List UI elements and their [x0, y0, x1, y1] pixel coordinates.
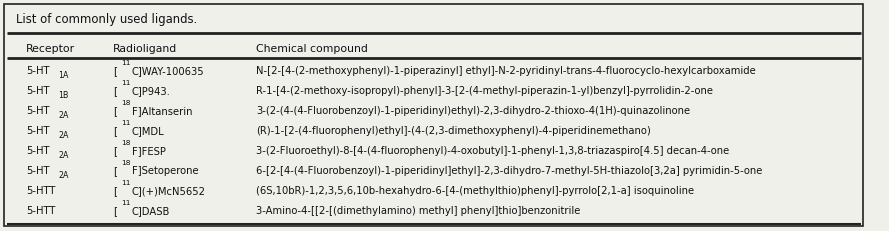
- Text: 11: 11: [121, 79, 130, 85]
- Text: Receptor: Receptor: [26, 44, 76, 54]
- Text: 2A: 2A: [58, 170, 68, 179]
- Text: 18: 18: [121, 139, 130, 145]
- Text: [: [: [113, 86, 116, 96]
- Text: C]WAY-100635: C]WAY-100635: [132, 66, 204, 76]
- Text: F]Altanserin: F]Altanserin: [132, 106, 193, 116]
- Text: 3-Amino-4-[[2-[(dimethylamino) methyl] phenyl]thio]benzonitrile: 3-Amino-4-[[2-[(dimethylamino) methyl] p…: [256, 205, 581, 215]
- Text: 5-HT: 5-HT: [26, 146, 50, 155]
- Text: F]Setoperone: F]Setoperone: [132, 165, 198, 175]
- Text: 6-[2-[4-(4-Fluorobenzoyl)-1-piperidinyl]ethyl]-2,3-dihydro-7-methyl-5H-thiazolo[: 6-[2-[4-(4-Fluorobenzoyl)-1-piperidinyl]…: [256, 165, 763, 175]
- Text: F]FESP: F]FESP: [132, 146, 166, 155]
- Text: 2A: 2A: [58, 131, 68, 140]
- Text: 11: 11: [121, 59, 130, 65]
- Text: 1B: 1B: [58, 91, 68, 100]
- Text: 2A: 2A: [58, 151, 68, 159]
- Text: 11: 11: [121, 179, 130, 185]
- Text: N-[2-[4-(2-methoxyphenyl)-1-piperazinyl] ethyl]-N-2-pyridinyl-trans-4-fluorocycl: N-[2-[4-(2-methoxyphenyl)-1-piperazinyl]…: [256, 66, 756, 76]
- Text: R-1-[4-(2-methoxy-isopropyl)-phenyl]-3-[2-(4-methyl-piperazin-1-yl)benzyl]-pyrro: R-1-[4-(2-methoxy-isopropyl)-phenyl]-3-[…: [256, 86, 713, 96]
- Text: 18: 18: [121, 159, 130, 165]
- Text: 18: 18: [121, 99, 130, 105]
- Text: [: [: [113, 66, 116, 76]
- Text: Radioligand: Radioligand: [113, 44, 177, 54]
- Text: 5-HT: 5-HT: [26, 125, 50, 136]
- Text: 5-HTT: 5-HTT: [26, 205, 55, 215]
- Text: Chemical compound: Chemical compound: [256, 44, 368, 54]
- Text: (6S,10bR)-1,2,3,5,6,10b-hexahydro-6-[4-(methylthio)phenyl]-pyrrolo[2,1-a] isoqui: (6S,10bR)-1,2,3,5,6,10b-hexahydro-6-[4-(…: [256, 185, 694, 195]
- Text: 5-HTT: 5-HTT: [26, 185, 55, 195]
- Text: [: [: [113, 125, 116, 136]
- Text: [: [: [113, 106, 116, 116]
- Text: [: [: [113, 165, 116, 175]
- Text: [: [: [113, 185, 116, 195]
- Text: [: [: [113, 146, 116, 155]
- Text: [: [: [113, 205, 116, 215]
- Text: (R)-1-[2-(4-fluorophenyl)ethyl]-(4-(2,3-dimethoxyphenyl)-4-piperidinemethano): (R)-1-[2-(4-fluorophenyl)ethyl]-(4-(2,3-…: [256, 125, 651, 136]
- Text: 1A: 1A: [58, 71, 68, 80]
- Text: 3-(2-Fluoroethyl)-8-[4-(4-fluorophenyl)-4-oxobutyl]-1-phenyl-1,3,8-triazaspiro[4: 3-(2-Fluoroethyl)-8-[4-(4-fluorophenyl)-…: [256, 146, 729, 155]
- Text: 2A: 2A: [58, 111, 68, 120]
- Text: 5-HT: 5-HT: [26, 66, 50, 76]
- Text: C]P943.: C]P943.: [132, 86, 171, 96]
- Text: 5-HT: 5-HT: [26, 86, 50, 96]
- Text: 5-HT: 5-HT: [26, 165, 50, 175]
- Text: 5-HT: 5-HT: [26, 106, 50, 116]
- Text: List of commonly used ligands.: List of commonly used ligands.: [16, 13, 196, 26]
- Text: C](+)McN5652: C](+)McN5652: [132, 185, 206, 195]
- Text: C]MDL: C]MDL: [132, 125, 164, 136]
- Text: C]DASB: C]DASB: [132, 205, 171, 215]
- Text: 3-(2-(4-(4-Fluorobenzoyl)-1-piperidinyl)ethyl)-2,3-dihydro-2-thioxo-4(1H)-quinaz: 3-(2-(4-(4-Fluorobenzoyl)-1-piperidinyl)…: [256, 106, 690, 116]
- Text: 11: 11: [121, 199, 130, 205]
- Text: 11: 11: [121, 119, 130, 125]
